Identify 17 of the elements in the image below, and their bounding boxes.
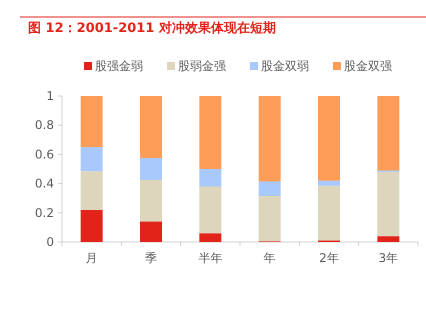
x-tick-label: 月 (86, 251, 98, 265)
y-tick-label: 0 (46, 235, 54, 249)
y-tick-label: 0.8 (34, 118, 54, 132)
title: 图 12：2001-2011 对冲效果体现在短期 (28, 21, 276, 36)
legend-label: 股金双弱 (261, 59, 309, 73)
x-tick-label: 季 (145, 251, 157, 265)
y-tick-label: 1 (46, 89, 54, 103)
legend-label: 股金双强 (344, 59, 392, 73)
y-tick-label: 0.6 (34, 147, 54, 162)
x-tick-label: 半年 (198, 251, 222, 265)
x-tick-label: 2年 (319, 251, 339, 265)
legend-label: 股弱金强 (178, 59, 226, 73)
legend-label: 股强金弱 (95, 59, 143, 73)
y-tick-label: 0.2 (34, 206, 54, 220)
y-tick-label: 0.4 (34, 176, 54, 191)
x-tick-label: 年 (264, 251, 276, 265)
x-tick-label: 3年 (378, 251, 398, 265)
